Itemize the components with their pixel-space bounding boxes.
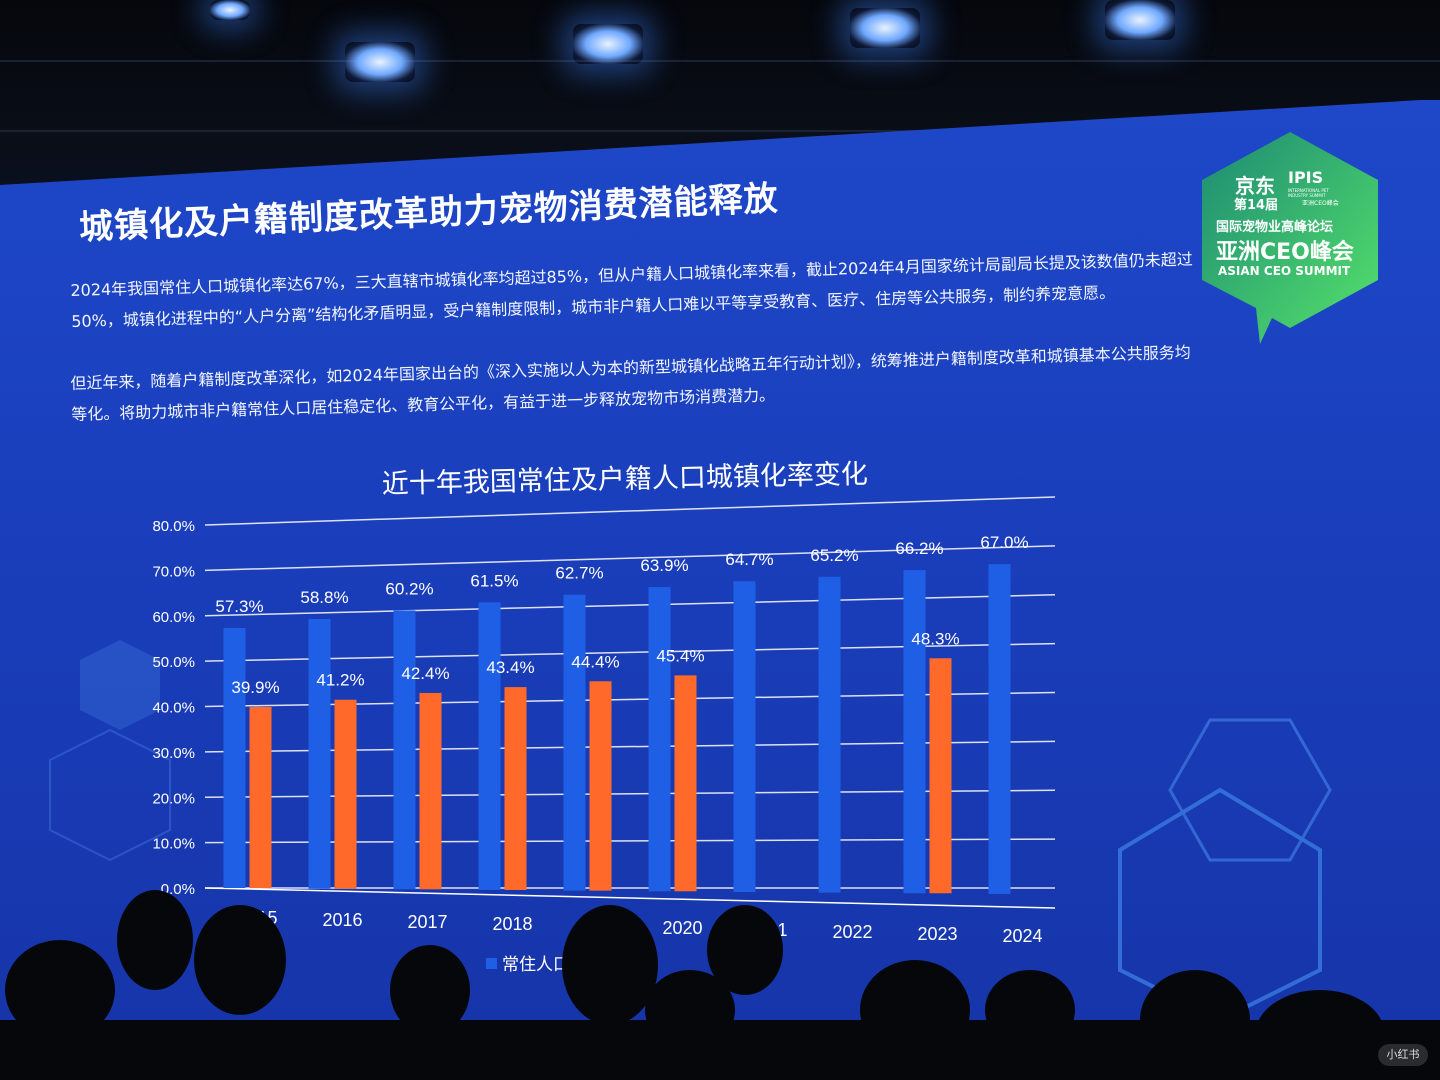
data-label-registered-2016: 41.2% <box>316 671 364 690</box>
x-tick-label-2017: 2017 <box>407 912 447 932</box>
x-tick-label-2023: 2023 <box>917 924 957 944</box>
bar-resident-2022 <box>818 576 841 893</box>
gridline <box>204 545 1056 572</box>
bar-registered-2017 <box>419 692 442 890</box>
x-tick-label-2019: 2019 <box>577 916 617 936</box>
logo-forum: 国际宠物业高峰论坛 <box>1216 220 1334 235</box>
lighting-truss <box>0 60 1440 62</box>
gridline <box>204 691 1056 708</box>
data-label-resident-2021: 64.7% <box>725 550 773 569</box>
bar-registered-2018 <box>504 687 527 890</box>
bar-resident-2017 <box>393 610 416 890</box>
bar-registered-2016 <box>334 699 357 889</box>
x-axis-line <box>204 887 1056 909</box>
legend: 常住人口 <box>486 955 570 974</box>
data-label-registered-2020: 45.4% <box>656 646 704 665</box>
event-logo: 京东 IPIS 第14届 INTERNATIONAL PET INDUSTRY … <box>1190 132 1390 347</box>
data-label-resident-2020: 63.9% <box>640 556 688 575</box>
y-tick-label: 60.0% <box>152 609 195 626</box>
y-tick-label: 50.0% <box>152 654 195 671</box>
data-label-resident-2017: 60.2% <box>385 579 433 598</box>
watermark: 小红书 <box>1378 1044 1428 1066</box>
bar-registered-2023 <box>929 658 952 894</box>
x-tick-label-2024: 2024 <box>1002 926 1042 946</box>
x-tick-label-2020: 2020 <box>662 918 702 938</box>
x-tick-label-2021: 2021 <box>747 920 787 940</box>
logo-small-cn: 亚洲CEO峰会 <box>1302 200 1339 207</box>
y-tick-label: 80.0% <box>152 518 195 535</box>
data-label-resident-2022: 65.2% <box>810 546 858 565</box>
gridline <box>204 789 1056 798</box>
data-label-resident-2018: 61.5% <box>470 571 518 590</box>
legend-swatch-resident <box>486 958 497 969</box>
logo-edition: 第14届 <box>1234 198 1279 213</box>
data-label-registered-2023: 48.3% <box>911 629 959 648</box>
data-label-registered-2018: 43.4% <box>486 658 534 677</box>
logo-small-en: INTERNATIONAL PET INDUSTRY SUMMIT <box>1288 188 1329 198</box>
logo-ipis: IPIS <box>1288 168 1324 187</box>
legend-label-resident: 常住人口 <box>502 955 570 974</box>
stage-light-icon <box>345 42 415 82</box>
bar-resident-2015 <box>223 628 246 888</box>
data-label-registered-2019: 44.4% <box>571 652 619 671</box>
logo-summit-en: ASIAN CEO SUMMIT <box>1218 264 1351 278</box>
bar-resident-2023 <box>903 570 926 894</box>
data-label-resident-2024: 67.0% <box>980 533 1028 552</box>
bar-resident-2019 <box>563 594 586 891</box>
y-tick-label: 0.0% <box>161 881 195 898</box>
y-tick-label: 10.0% <box>152 836 195 853</box>
stage-light-icon <box>573 24 643 64</box>
bar-registered-2019 <box>589 681 612 891</box>
stage-light-icon <box>210 0 250 20</box>
gridline <box>204 838 1056 844</box>
logo-brand: 京东 <box>1235 174 1275 198</box>
bar-registered-2020 <box>674 675 697 892</box>
data-label-resident-2023: 66.2% <box>895 539 943 558</box>
bar-resident-2016 <box>308 618 331 889</box>
chart-title: 近十年我国常住及户籍人口城镇化率变化 <box>382 459 869 499</box>
data-label-resident-2015: 57.3% <box>215 597 263 616</box>
bar-resident-2024 <box>988 564 1011 894</box>
bar-resident-2020 <box>648 587 671 892</box>
x-tick-label-2015: 2015 <box>237 908 277 928</box>
stage-light-icon <box>1105 0 1175 40</box>
gridline <box>204 496 1056 526</box>
y-tick-label: 30.0% <box>152 745 195 762</box>
y-tick-label: 40.0% <box>152 700 195 717</box>
logo-summit: 亚洲CEO峰会 <box>1216 240 1354 265</box>
y-tick-label: 20.0% <box>152 790 195 807</box>
bar-registered-2015 <box>249 706 272 888</box>
lighting-truss <box>0 130 1440 132</box>
hexagon-decoration-icon <box>49 640 171 862</box>
y-tick-label: 70.0% <box>152 563 195 580</box>
gridline <box>204 740 1056 753</box>
data-label-resident-2016: 58.8% <box>300 588 348 607</box>
data-label-registered-2015: 39.9% <box>231 678 279 697</box>
bar-resident-2021 <box>733 581 756 892</box>
data-label-registered-2017: 42.4% <box>401 664 449 683</box>
x-tick-label-2018: 2018 <box>492 914 532 934</box>
x-tick-label-2022: 2022 <box>832 922 872 942</box>
bar-layer <box>223 564 1011 894</box>
bar-resident-2018 <box>478 602 501 890</box>
stage-light-icon <box>850 8 920 48</box>
x-tick-label-2016: 2016 <box>322 910 362 930</box>
hexagon-decoration-icon <box>1118 718 1332 1020</box>
data-label-resident-2019: 62.7% <box>555 564 603 583</box>
logo-badge-icon <box>1202 132 1378 344</box>
